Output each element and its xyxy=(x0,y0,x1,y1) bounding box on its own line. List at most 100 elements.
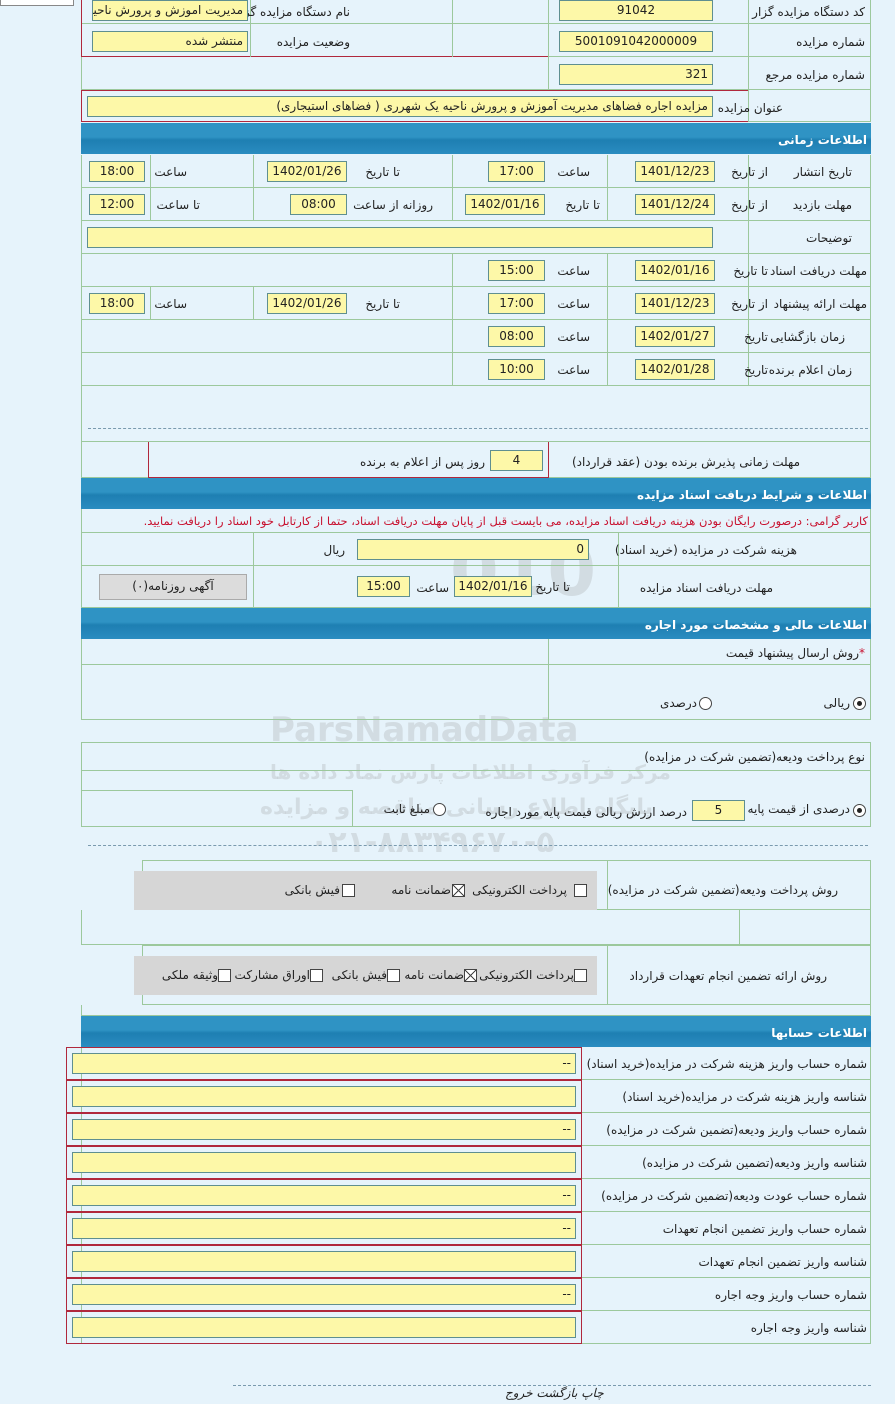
row-desc xyxy=(81,221,871,254)
deposit-type-label: نوع پرداخت ودیعه(تضمین شرکت در مزایده) xyxy=(644,750,865,764)
ref-no-field[interactable]: 321 xyxy=(559,64,713,85)
open-time-field[interactable]: 08:00 xyxy=(488,326,545,347)
account-value-field[interactable] xyxy=(72,1251,576,1272)
org-name-label: نام دستگاه مزایده گزار xyxy=(234,5,350,19)
account-value-box xyxy=(66,1179,582,1212)
account-value-field[interactable]: -- xyxy=(72,1218,576,1239)
account-value-field[interactable]: -- xyxy=(72,1185,576,1206)
deposit-guarantee-checkbox[interactable] xyxy=(452,884,465,897)
visit-to-time-field[interactable]: 12:00 xyxy=(89,194,145,215)
fixed-amount-radio[interactable] xyxy=(433,803,446,816)
divider xyxy=(250,0,251,57)
docs-date-field[interactable]: 1402/01/16 xyxy=(454,576,532,597)
deposit-bank-checkbox[interactable] xyxy=(342,884,355,897)
guarantee-electronic-checkbox[interactable] xyxy=(574,969,587,982)
guarantee-property-label: وثیقه ملکی xyxy=(161,968,218,982)
divider-dashed xyxy=(88,428,868,429)
winner-time-field[interactable]: 10:00 xyxy=(488,359,545,380)
offer-to-time-field[interactable]: 18:00 xyxy=(89,293,145,314)
guarantee-guarantee-checkbox[interactable] xyxy=(464,969,477,982)
back-link[interactable]: بازگشت xyxy=(536,1386,578,1400)
account-value-field[interactable] xyxy=(72,1086,576,1107)
account-value-box xyxy=(66,1047,582,1080)
divider-dashed xyxy=(88,845,868,846)
auction-no-field[interactable]: 5001091042000009 xyxy=(559,31,713,52)
accounts-list: شماره حساب واریز هزینه شرکت در مزایده(خر… xyxy=(0,1047,895,1347)
account-value-field[interactable]: -- xyxy=(72,1119,576,1140)
top-left-box xyxy=(0,0,74,6)
offer-from-field[interactable]: 1401/12/23 xyxy=(635,293,715,314)
winner-date-field[interactable]: 1402/01/28 xyxy=(635,359,715,380)
status-field[interactable]: منتشر شده xyxy=(92,31,248,52)
docs-time-field[interactable]: 15:00 xyxy=(488,260,545,281)
exit-link[interactable]: خروج xyxy=(505,1386,533,1400)
account-label: شناسه واریز ودیعه(تضمین شرکت در مزایده) xyxy=(642,1156,867,1170)
percent-of-base-radio[interactable] xyxy=(853,804,866,817)
from-date-label: از تاریخ xyxy=(731,165,768,179)
publish-to-time-field[interactable]: 18:00 xyxy=(89,161,145,182)
watermark: 010 ParsNamadData مرکز فرآوری اطلاعات پا… xyxy=(260,530,671,860)
percent-value-field[interactable]: 5 xyxy=(692,800,745,821)
account-value-field[interactable]: -- xyxy=(72,1053,576,1074)
account-label: شناسه واریز تضمین انجام تعهدات xyxy=(698,1255,868,1269)
divider xyxy=(748,0,749,122)
visit-to-field[interactable]: 1402/01/16 xyxy=(465,194,545,215)
percent-radio[interactable] xyxy=(699,697,712,710)
account-value-field[interactable] xyxy=(72,1317,576,1338)
hour-label: ساعت xyxy=(557,330,590,344)
org-name-field[interactable]: مدیریت اموزش و پرورش ناحیه xyxy=(92,0,248,21)
divider xyxy=(150,287,151,320)
desc-field[interactable] xyxy=(87,227,713,248)
accept-days-field[interactable]: 4 xyxy=(490,450,543,471)
deposit-electronic-checkbox[interactable] xyxy=(574,884,587,897)
account-value-box xyxy=(66,1146,582,1179)
rial-label: ریالی xyxy=(823,696,850,710)
open-date-field[interactable]: 1402/01/27 xyxy=(635,326,715,347)
publish-from-field[interactable]: 1401/12/23 xyxy=(635,161,715,182)
deposit-guarantee-label: ضمانت نامه xyxy=(391,883,451,897)
account-value-box xyxy=(66,1311,582,1344)
divider xyxy=(452,254,453,386)
fee-field[interactable]: 0 xyxy=(357,539,589,560)
title-label: عنوان مزایده xyxy=(717,101,783,115)
open-label: زمان بازگشایی xyxy=(770,330,845,344)
visit-from-field[interactable]: 1401/12/24 xyxy=(635,194,715,215)
guarantee-bonds-checkbox[interactable] xyxy=(310,969,323,982)
guarantee-property-checkbox[interactable] xyxy=(218,969,231,982)
title-field[interactable]: مزایده اجاره فضاهای مدیریت آموزش و پرورش… xyxy=(87,96,713,117)
guarantee-bank-checkbox[interactable] xyxy=(387,969,400,982)
visit-daily-from-field[interactable]: 08:00 xyxy=(290,194,347,215)
guarantee-methods-group: پرداخت الکترونیکی ضمانت نامه فیش بانکی ا… xyxy=(134,956,597,995)
account-value-field[interactable] xyxy=(72,1152,576,1173)
hour-label: ساعت xyxy=(154,297,187,311)
publish-from-time-field[interactable]: 17:00 xyxy=(488,161,545,182)
docs-to-field[interactable]: 1402/01/16 xyxy=(635,260,715,281)
accept-label: مهلت زمانی پذیرش برنده بودن (عقد قرارداد… xyxy=(571,455,800,469)
rial-radio[interactable] xyxy=(853,697,866,710)
divider xyxy=(452,0,453,57)
docs-deadline-label: مهلت دریافت اسناد xyxy=(769,264,867,278)
row-offer xyxy=(81,287,871,320)
method-label-text: روش ارسال پیشنهاد قیمت xyxy=(725,646,859,660)
guarantee-bonds-label: اوراق مشارکت xyxy=(234,968,310,982)
to-date-label: تا تاریخ xyxy=(535,580,570,594)
offer-from-time-field[interactable]: 17:00 xyxy=(488,293,545,314)
org-code-field[interactable]: 91042 xyxy=(559,0,713,21)
publish-to-field[interactable]: 1402/01/26 xyxy=(267,161,347,182)
to-date-label: تا تاریخ xyxy=(733,264,768,278)
daily-from-label: روزانه از ساعت xyxy=(353,198,433,212)
divider xyxy=(607,860,608,910)
hour-label: ساعت xyxy=(557,165,590,179)
note-text: درصورت رایگان بودن هزینه دریافت اسناد مز… xyxy=(143,514,806,528)
docs-note: کاربر گرامی: درصورت رایگان بودن هزینه در… xyxy=(144,512,868,530)
account-value-box xyxy=(66,1212,582,1245)
account-value-field[interactable]: -- xyxy=(72,1284,576,1305)
newspaper-ad-button[interactable]: آگهی روزنامه(۰) xyxy=(99,574,247,600)
docs-time-field[interactable]: 15:00 xyxy=(357,576,410,597)
row-ref xyxy=(81,57,871,90)
offer-to-field[interactable]: 1402/01/26 xyxy=(267,293,347,314)
percent-of-base-label: درصدی از قیمت پایه xyxy=(747,802,850,816)
account-value-box xyxy=(66,1113,582,1146)
to-hour-label: تا ساعت xyxy=(156,198,200,212)
print-link[interactable]: چاپ xyxy=(581,1386,604,1400)
